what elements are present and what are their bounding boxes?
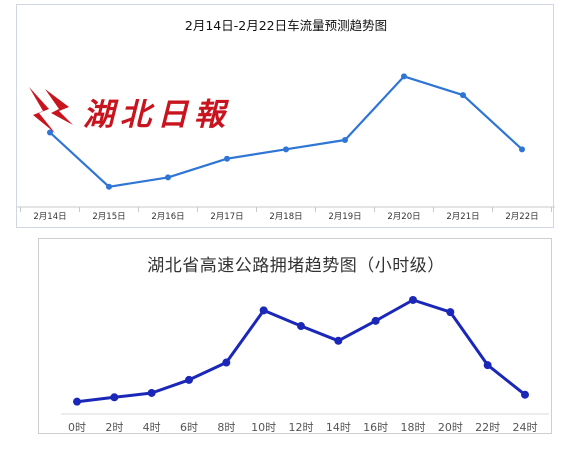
- data-point: [222, 358, 231, 367]
- x-tick-label: 2月16日: [151, 212, 184, 222]
- x-tick-labels: 0时 2时 4时 6时 8时 10时 12时 14时 16时 18时 20时 22时 24时: [68, 421, 538, 434]
- x-tick-label: 2月17日: [210, 212, 243, 222]
- data-point: [519, 146, 525, 153]
- data-point: [73, 397, 81, 406]
- x-tick-label: 2月21日: [446, 212, 479, 222]
- traffic-forecast-chart: 2月14日-2月22日车流量预测趋势图 2月14日 2月15日 2月16日 2月17日…: [17, 18, 555, 222]
- data-point: [110, 393, 119, 402]
- x-tick-label: 16时: [363, 421, 388, 434]
- data-point: [297, 322, 305, 331]
- x-tick-label: 8时: [217, 421, 235, 434]
- x-tick-label: 2月22日: [505, 212, 538, 222]
- data-point: [521, 390, 529, 399]
- data-point: [259, 306, 268, 315]
- data-point: [460, 92, 466, 99]
- x-tick-label: 2月20日: [387, 212, 420, 222]
- x-tick-label: 2月18日: [269, 212, 302, 222]
- data-point: [106, 183, 112, 190]
- watermark-text: 湖北日報: [83, 97, 231, 133]
- data-point: [342, 136, 348, 143]
- series-points: [73, 295, 529, 406]
- x-tick-label: 2月15日: [92, 212, 125, 222]
- series-points: [47, 73, 525, 190]
- hubei-daily-watermark: 湖北日報: [29, 87, 231, 133]
- data-point: [409, 295, 417, 304]
- hubei-daily-logo-icon: [29, 87, 73, 133]
- x-tick-label: 2月19日: [328, 212, 361, 222]
- x-tick-label: 2时: [105, 421, 123, 434]
- congestion-trend-chart: 湖北省高速公路拥堵趋势图（小时级） 0时 2时 4时 6时 8时 10时 12时 14时 16时…: [61, 256, 549, 434]
- data-point: [147, 388, 156, 397]
- data-point: [165, 174, 171, 181]
- x-tick-label: 0时: [68, 421, 86, 434]
- x-tick-label: 20时: [438, 421, 463, 434]
- data-point: [47, 129, 53, 136]
- data-point: [483, 361, 492, 370]
- data-point: [283, 146, 289, 153]
- x-tick-labels: 2月14日 2月15日 2月16日 2月17日 2月18日 2月19日 2月20日 2月21日…: [33, 212, 538, 222]
- series-line: [76, 298, 526, 404]
- chart-title: 湖北省高速公路拥堵趋势图（小时级）: [147, 256, 445, 276]
- x-tick-label: 6时: [180, 421, 198, 434]
- data-point: [224, 155, 230, 162]
- x-tick-label: 2月14日: [33, 212, 66, 222]
- x-tick-label: 14时: [326, 421, 351, 434]
- x-tick-label: 18时: [401, 421, 426, 434]
- x-tick-label: 4时: [143, 421, 161, 434]
- x-tick-label: 10时: [251, 421, 276, 434]
- congestion-panel: 湖北省高速公路拥堵趋势图（小时级） 0时 2时 4时 6时 8时 10时 12时 14时 16时…: [38, 238, 552, 434]
- data-point: [185, 375, 193, 384]
- chart-title: 2月14日-2月22日车流量预测趋势图: [185, 18, 387, 33]
- x-tick-label: 24时: [513, 421, 538, 434]
- data-point: [334, 336, 343, 345]
- x-tick-label: 12时: [289, 421, 314, 434]
- data-point: [446, 308, 455, 317]
- data-point: [371, 316, 380, 325]
- x-tick-marks: [20, 207, 552, 212]
- x-tick-label: 22时: [475, 421, 500, 434]
- traffic-forecast-panel: 2月14日-2月22日车流量预测趋势图 2月14日 2月15日 2月16日 2月17日…: [16, 4, 555, 228]
- data-point: [401, 73, 407, 80]
